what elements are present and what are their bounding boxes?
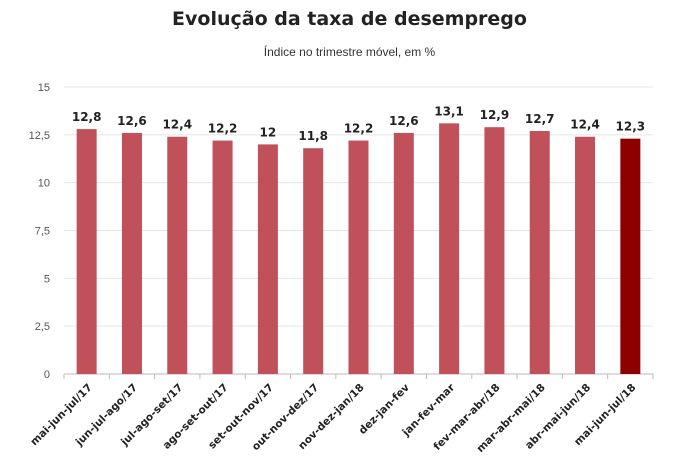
bar <box>303 148 324 374</box>
chart-title: Evolução da taxa de desemprego <box>172 8 527 30</box>
value-label: 11,8 <box>298 129 328 143</box>
value-label: 13,1 <box>434 104 464 118</box>
value-label: 12 <box>260 125 277 139</box>
y-tick-label: 12,5 <box>29 130 50 142</box>
y-tick-label: 5 <box>44 273 50 285</box>
value-label: 12,6 <box>117 114 147 128</box>
y-tick-label: 7,5 <box>35 226 50 238</box>
value-label: 12,4 <box>570 118 600 132</box>
y-tick-label: 10 <box>38 178 50 190</box>
bar <box>212 140 233 374</box>
value-label: 12,2 <box>344 122 374 136</box>
bar <box>620 138 641 374</box>
value-label: 12,8 <box>72 110 102 124</box>
value-label: 12,7 <box>525 112 555 126</box>
value-label: 12,3 <box>616 120 646 134</box>
y-tick-label: 15 <box>38 82 50 94</box>
bar <box>575 136 596 374</box>
bar <box>484 127 505 375</box>
bar <box>76 129 97 374</box>
y-tick-label: 2,5 <box>35 321 50 333</box>
bar <box>439 123 460 374</box>
bar <box>167 136 188 374</box>
bar <box>257 144 278 374</box>
bar <box>121 132 142 374</box>
value-label: 12,4 <box>162 118 192 132</box>
bar <box>529 131 550 374</box>
bar <box>348 140 369 374</box>
bar <box>393 132 414 374</box>
y-tick-label: 0 <box>44 369 50 381</box>
value-label: 12,6 <box>389 114 419 128</box>
value-label: 12,2 <box>208 122 238 136</box>
chart-subtitle: Índice no trimestre móvel, em % <box>263 45 436 59</box>
value-label: 12,9 <box>480 108 510 122</box>
